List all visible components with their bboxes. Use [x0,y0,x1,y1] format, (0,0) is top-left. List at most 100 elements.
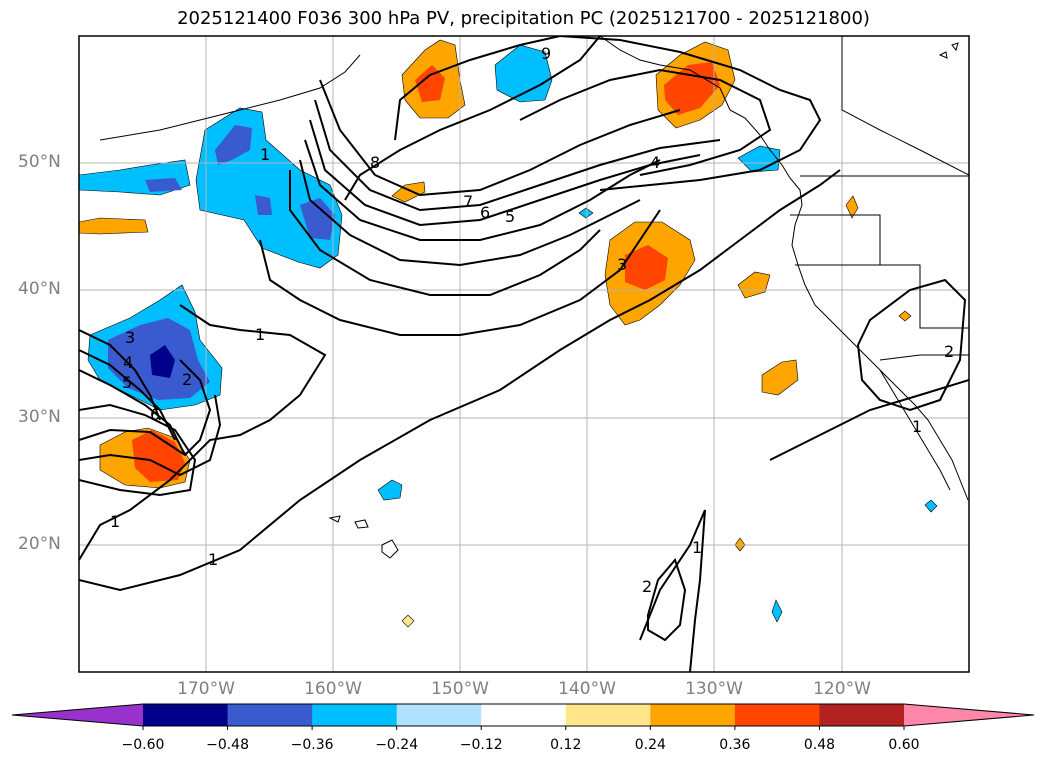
contour-label: 6 [480,203,490,222]
colorbar-segment [143,704,229,726]
pv-contour-1-south [79,169,841,592]
colorbar-segment [650,704,736,726]
pv-contour-7-north [319,79,681,197]
pv-contour-9-north [394,36,561,141]
map-title: 2025121400 F036 300 hPa PV, precipitatio… [177,8,870,29]
contour-label: 8 [370,153,380,172]
channel-islands [938,42,959,59]
lat-label-50n: 50°N [18,152,61,172]
neg-area-west-core [145,178,182,192]
pv-contour-west-8 [79,394,222,477]
colorbar-tick-label: −0.48 [206,737,249,753]
neg-area-small-1 [578,207,594,219]
pv-contour-3-north [299,159,641,267]
colorbar-segment [396,704,482,726]
colorbar-tick-label: −0.12 [459,737,503,753]
lat-label-30n: 30°N [18,407,61,427]
contour-label: 2 [642,577,652,596]
contour-label: 2 [182,370,192,389]
pv-contour-2-tropics [647,558,687,642]
lon-label-120w: 120°W [813,679,871,699]
lon-label-150w: 150°W [431,679,489,699]
islands [328,42,959,559]
lon-label-140w: 140°W [558,679,616,699]
neg-area-bering-core [215,125,252,165]
colorbar-segment [481,704,567,726]
colorbar-tick-label: 0.12 [550,737,582,753]
map-content: 1 1 1 1 1 1 2 2 2 3 3 4 4 5 5 6 6 7 8 9 [79,36,969,672]
contour-label: 1 [208,550,218,569]
contour-label: 1 [255,325,265,344]
contour-label: 6 [150,405,160,424]
contour-label: 4 [123,353,133,372]
contour-label: 1 [912,417,922,436]
contour-label: 1 [260,145,270,164]
pv-contour-1-north [259,209,661,336]
baja-peninsula [879,369,951,491]
neg-area-small-2 [924,499,938,513]
map-frame [78,35,970,673]
colorbar-tick-label: 0.48 [803,737,836,753]
colorbar-segment [312,704,398,726]
colorbar-tick-label: −0.24 [375,737,419,753]
colorbar-tick-label: 0.36 [719,737,751,753]
precip-negative-shading [79,44,938,623]
colorbar-segment [227,704,313,726]
lat-label-20n: 20°N [18,534,61,554]
pv-contour-2-mexico [856,278,967,412]
contour-label: 9 [541,44,551,63]
pv-contour-8-north [344,36,601,201]
pos-area-se-alaska-core [664,62,720,115]
pos-area-small-2 [737,271,771,299]
colorbar [11,703,1035,730]
pos-area-west-strip [79,217,149,235]
pos-area-small-7 [401,614,415,628]
colorbar-tick-label: −0.60 [121,737,165,753]
contour-label: 2 [944,342,954,361]
pos-area-small-3 [761,359,799,396]
contour-label: 1 [110,512,120,531]
pv-contour-6-north [314,99,721,212]
colorbar-tick-label: 0.60 [888,737,920,753]
pv-contour-5-north [309,119,701,227]
us-state-border-1 [790,214,881,265]
coastlines [99,36,969,501]
neg-area-bering-core3 [255,195,272,215]
contour-label: 5 [505,207,515,226]
contour-label: 1 [692,538,702,557]
pv-contour-4-north [304,139,661,241]
contour-label: 4 [650,153,660,172]
hawaii-big-island [381,539,399,559]
contour-label: 3 [125,328,135,347]
neg-area-hawaii [377,479,403,501]
neg-area-midlat-core [150,345,175,378]
pv-contour-outer-ridge [559,36,822,191]
pos-area-small-4 [845,195,859,219]
us-state-border-2 [795,264,969,329]
pos-area-northeast-pacific-core [625,245,668,290]
precip-positive-shading [79,39,912,628]
lon-label-160w: 160°W [304,679,362,699]
pos-area-small-5 [898,310,912,322]
lon-label-170w: 170°W [177,679,235,699]
north-america-coast [729,109,969,501]
lon-label-130w: 130°W [685,679,743,699]
colorbar-extend-low [12,704,143,726]
pv-contour-1-outer [79,304,327,561]
colorbar-tick-label: 0.24 [634,737,666,753]
pv-contour-west-7 [79,359,212,457]
neg-area-bering-core2 [300,198,335,240]
pv-contour-ridge-inner [519,68,772,176]
neg-area-small-3 [771,599,783,623]
hawaii-islands [328,515,369,529]
contour-label: 5 [122,373,132,392]
lat-label-40n: 40°N [18,279,61,299]
aleutians [99,54,361,141]
neg-area-aleutian-east [494,44,553,103]
pv-contour-west-6 [79,403,197,497]
pv-contours [79,36,969,672]
colorbar-segment [565,704,651,726]
contour-label: 7 [463,192,473,211]
us-mexico-border [879,354,969,361]
